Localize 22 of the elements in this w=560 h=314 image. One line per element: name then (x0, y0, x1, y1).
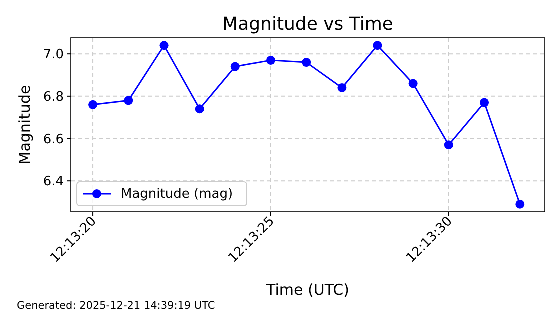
y-tick-label: 6.4 (43, 174, 64, 190)
point (124, 96, 134, 106)
y-tick-label: 6.8 (43, 90, 64, 105)
point (480, 98, 490, 108)
point (88, 100, 98, 110)
y-tick-label: 6.6 (43, 132, 64, 148)
point (408, 79, 418, 88)
y-axis-title: Magnitude (16, 85, 34, 165)
point (302, 58, 312, 68)
point (444, 140, 454, 150)
point (338, 83, 347, 92)
point (373, 41, 382, 50)
chart-title: Magnitude vs Time (222, 14, 394, 35)
y-tick-label: 7.0 (43, 48, 64, 63)
point (266, 56, 276, 65)
point (230, 62, 240, 72)
point (160, 41, 169, 50)
point (195, 104, 204, 114)
x-axis-title: Time (UTC) (266, 281, 350, 299)
text: Generated: 2025-12-21 14:39:19 UTC (17, 300, 216, 312)
legend-label: Magnitude (mag) (121, 187, 234, 202)
point (516, 200, 525, 209)
